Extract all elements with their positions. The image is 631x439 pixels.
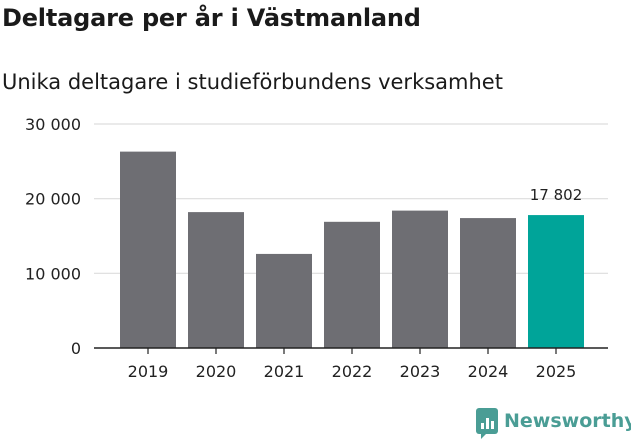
brand-name: Newsworthy [504, 410, 631, 432]
bar-2019 [120, 151, 176, 348]
y-tick-label: 20 000 [25, 190, 81, 209]
x-tick-label: 2019 [128, 362, 169, 381]
x-tick-label: 2023 [400, 362, 441, 381]
bar-2020 [188, 212, 244, 348]
bar-2024 [460, 218, 516, 348]
chart-subtitle: Unika deltagare i studieförbundens verks… [2, 70, 503, 94]
y-tick-label: 30 000 [25, 115, 81, 134]
bar-chart-icon [476, 408, 498, 439]
bar-2025 [528, 215, 584, 348]
data-label: 17 802 [530, 186, 583, 204]
x-tick-label: 2024 [468, 362, 509, 381]
chart-title: Deltagare per år i Västmanland [2, 4, 421, 32]
x-tick-label: 2022 [332, 362, 373, 381]
bar-2023 [392, 210, 448, 348]
bar-2021 [256, 253, 312, 348]
brand-logo: Newsworthy [476, 408, 631, 439]
y-tick-label: 10 000 [25, 264, 81, 283]
bar-2022 [324, 221, 380, 348]
x-tick-label: 2025 [536, 362, 577, 381]
x-tick-label: 2020 [196, 362, 237, 381]
x-tick-label: 2021 [264, 362, 305, 381]
y-tick-label: 0 [71, 339, 81, 358]
